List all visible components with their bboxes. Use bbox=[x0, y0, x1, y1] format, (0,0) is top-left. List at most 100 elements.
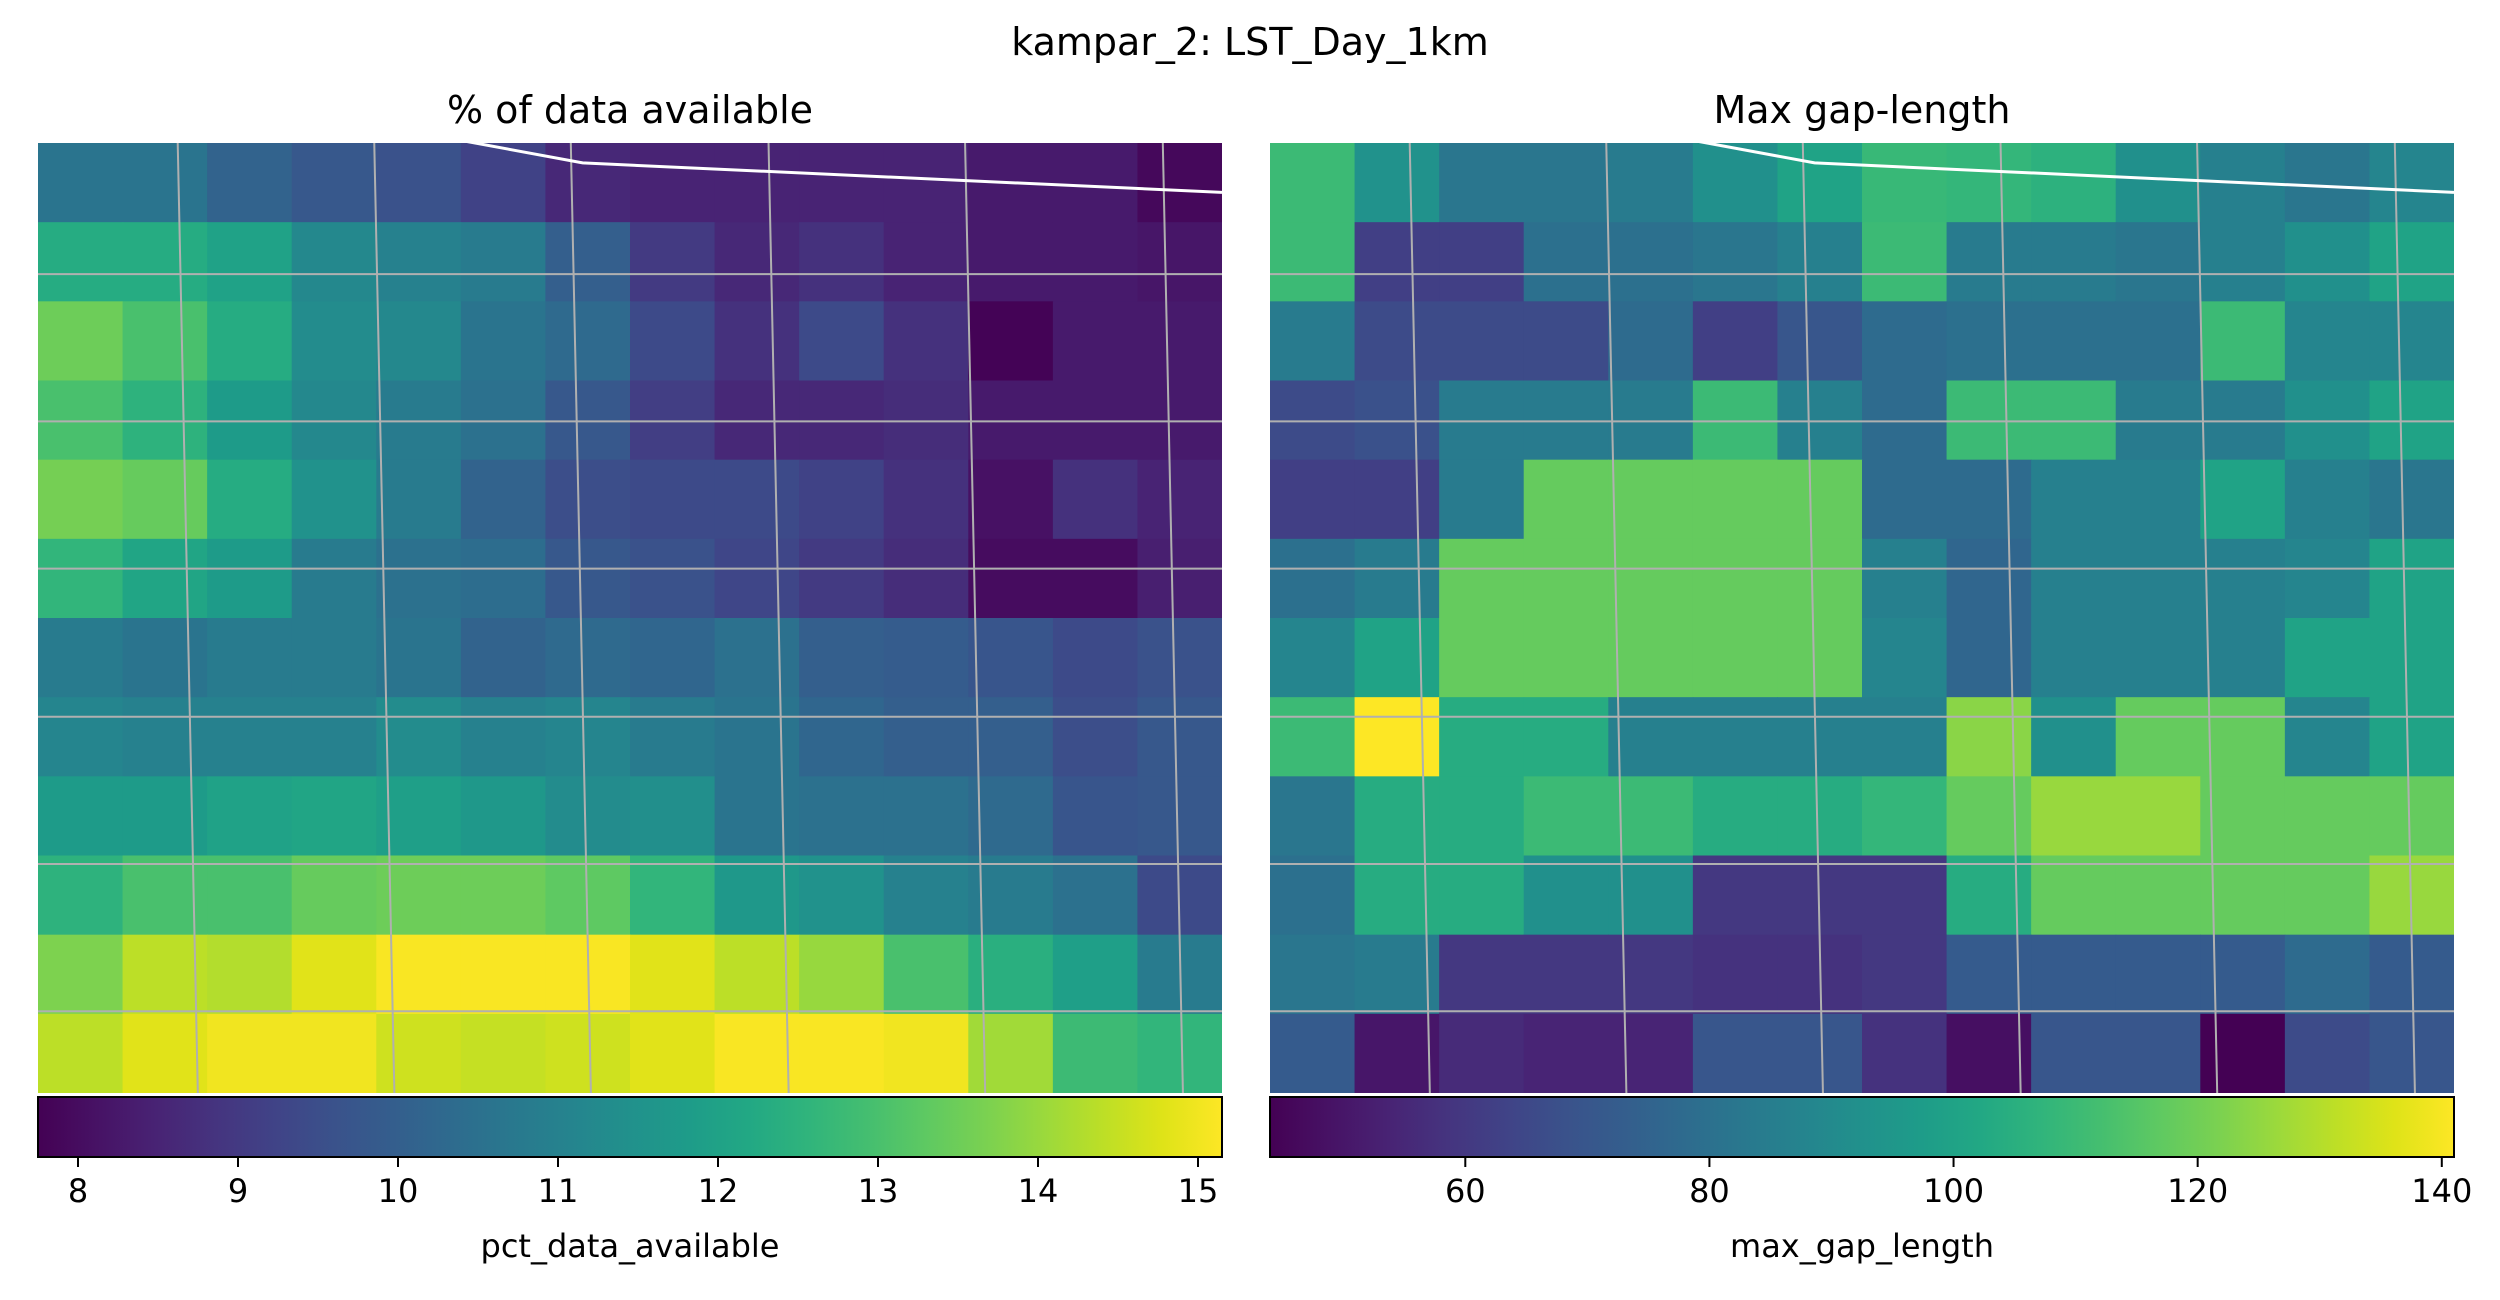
colorbar-tick-label: 140 bbox=[2411, 1172, 2472, 1210]
heatmap-cell bbox=[1862, 697, 1948, 777]
colorbar-label: max_gap_length bbox=[1730, 1227, 1994, 1265]
heatmap-cell bbox=[2031, 776, 2117, 857]
grid-line bbox=[176, 143, 199, 1093]
heatmap-cell bbox=[1862, 934, 1948, 1015]
heatmap-cell bbox=[38, 855, 124, 936]
heatmap-cell bbox=[38, 618, 124, 698]
heatmap-cell bbox=[1692, 459, 1779, 540]
heatmap-cell bbox=[1052, 1013, 1139, 1093]
heatmap-cell bbox=[1862, 459, 1948, 540]
heatmap-cell bbox=[630, 697, 716, 777]
grid-line bbox=[373, 143, 396, 1093]
heatmap-cell bbox=[714, 776, 800, 857]
heatmap-cell bbox=[630, 459, 716, 540]
heatmap-cell bbox=[1862, 301, 1948, 382]
heatmap-cell bbox=[1692, 301, 1779, 382]
heatmap-cell bbox=[883, 855, 969, 936]
heatmap-cell bbox=[1946, 222, 2032, 302]
heatmap-cell bbox=[2115, 697, 2201, 777]
graticule bbox=[1270, 143, 2454, 1093]
heatmap-cell bbox=[122, 934, 208, 1015]
heatmap-cell bbox=[1777, 143, 1863, 223]
heatmap-cell bbox=[883, 934, 969, 1015]
heatmap-cell bbox=[1137, 1013, 1222, 1093]
heatmap-cell bbox=[1137, 222, 1222, 302]
heatmap-cell bbox=[207, 538, 293, 619]
heatmap-cell bbox=[799, 776, 885, 857]
heatmap-cell bbox=[1608, 1013, 1694, 1093]
heatmap-cell bbox=[460, 301, 547, 382]
heatmap-cell bbox=[2115, 143, 2201, 223]
heatmap-cell bbox=[968, 697, 1054, 777]
heatmap-cell bbox=[122, 459, 208, 540]
heatmap-cell bbox=[1692, 143, 1779, 223]
heatmap-cell bbox=[1777, 538, 1863, 619]
heatmap-cell bbox=[545, 301, 631, 382]
heatmap-cell bbox=[2284, 697, 2371, 777]
heatmap-cell bbox=[122, 697, 208, 777]
heatmap-cell bbox=[968, 301, 1054, 382]
heatmap-cell bbox=[1608, 618, 1694, 698]
heatmap-cell bbox=[1692, 855, 1779, 936]
heatmap-cell bbox=[2115, 538, 2201, 619]
region-boundary bbox=[1698, 143, 2454, 194]
heatmap-cell bbox=[38, 301, 124, 382]
heatmap-cell bbox=[1777, 301, 1863, 382]
heatmap-cell bbox=[799, 697, 885, 777]
heatmap-cell bbox=[376, 538, 462, 619]
heatmap-cell bbox=[1692, 934, 1779, 1015]
heatmap-cell bbox=[799, 301, 885, 382]
heatmap-cell bbox=[122, 222, 208, 302]
heatmap-cell bbox=[1270, 301, 1356, 382]
heatmap-cell bbox=[1608, 459, 1694, 540]
heatmap-cell bbox=[1354, 934, 1440, 1015]
heatmap-cell bbox=[1137, 459, 1222, 540]
heatmap-cell bbox=[2369, 1013, 2454, 1093]
grid-line bbox=[1801, 143, 1824, 1093]
heatmap-cell bbox=[2031, 1013, 2117, 1093]
heatmap-cell bbox=[630, 222, 716, 302]
heatmap-cell bbox=[1523, 776, 1609, 857]
heatmap-cell bbox=[2200, 222, 2286, 302]
heatmap-cell bbox=[1862, 776, 1948, 857]
heatmap-cell bbox=[207, 301, 293, 382]
heatmap-cell bbox=[545, 1013, 631, 1093]
heatmap-cell bbox=[2284, 855, 2371, 936]
heatmap-cell bbox=[1137, 618, 1222, 698]
heatmap-cell bbox=[1052, 934, 1139, 1015]
heatmap-cell bbox=[630, 301, 716, 382]
heatmap-cell bbox=[2115, 459, 2201, 540]
heatmap-cell bbox=[2031, 459, 2117, 540]
heatmap-cell bbox=[2200, 934, 2286, 1015]
heatmap-cell bbox=[2115, 855, 2201, 936]
heatmap-cell bbox=[122, 301, 208, 382]
heatmap-cell bbox=[1946, 697, 2032, 777]
heatmap-cell bbox=[714, 697, 800, 777]
heatmap-cell bbox=[1052, 538, 1139, 619]
heatmap-cell bbox=[460, 934, 547, 1015]
colorbar-label: pct_data_available bbox=[481, 1227, 780, 1265]
heatmap-cell bbox=[545, 538, 631, 619]
grid-line bbox=[767, 143, 790, 1093]
heatmap-cell bbox=[883, 459, 969, 540]
heatmap-cell bbox=[883, 222, 969, 302]
heatmap-cell bbox=[1439, 222, 1525, 302]
heatmap-cell bbox=[2369, 222, 2454, 302]
heatmap-cell bbox=[38, 222, 124, 302]
heatmap-cell bbox=[883, 1013, 969, 1093]
heatmap-cell bbox=[291, 697, 377, 777]
heatmap-cell bbox=[460, 697, 547, 777]
colorbar-tick-label: 11 bbox=[538, 1172, 579, 1210]
heatmap-cell bbox=[1137, 776, 1222, 857]
heatmap-cell bbox=[2284, 459, 2371, 540]
panel-title: Max gap-length bbox=[1713, 88, 2010, 132]
heatmap-cell bbox=[630, 776, 716, 857]
heatmap-cell bbox=[799, 459, 885, 540]
heatmap-cell bbox=[1523, 143, 1609, 223]
heatmap-cell bbox=[1523, 301, 1609, 382]
heatmap-cell bbox=[460, 538, 547, 619]
heatmap-cell bbox=[1862, 855, 1948, 936]
heatmap-cell bbox=[1052, 222, 1139, 302]
heatmap-cell bbox=[2115, 1013, 2201, 1093]
heatmap-cell bbox=[1137, 143, 1222, 223]
